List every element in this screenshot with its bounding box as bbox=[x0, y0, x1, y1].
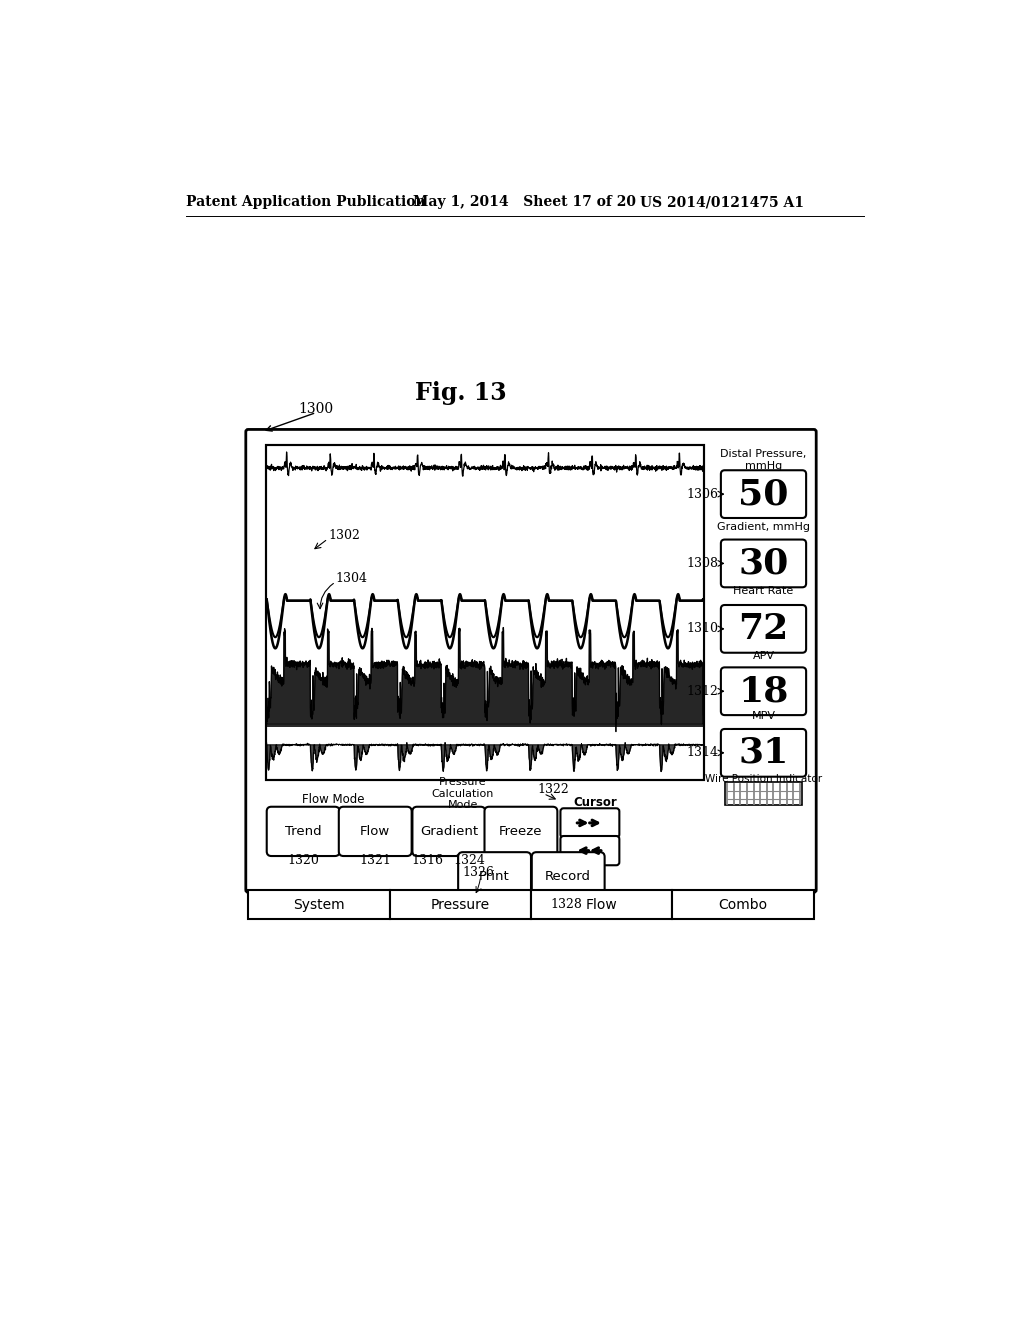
Text: 1322: 1322 bbox=[538, 783, 569, 796]
Text: Wire Position Indicator: Wire Position Indicator bbox=[705, 775, 822, 784]
FancyBboxPatch shape bbox=[721, 729, 806, 776]
Text: US 2014/0121475 A1: US 2014/0121475 A1 bbox=[640, 195, 804, 210]
Bar bbox=[248, 890, 389, 919]
Text: Fig. 13: Fig. 13 bbox=[416, 381, 507, 405]
Text: MPV: MPV bbox=[752, 711, 775, 721]
Text: 1310: 1310 bbox=[686, 622, 719, 635]
Text: 18: 18 bbox=[738, 675, 788, 709]
Bar bbox=[266, 445, 703, 780]
Text: 1328: 1328 bbox=[550, 898, 583, 911]
Bar bbox=[531, 890, 673, 919]
Text: 1326: 1326 bbox=[463, 866, 495, 879]
Text: 1320: 1320 bbox=[287, 854, 319, 867]
Text: 1308: 1308 bbox=[686, 557, 719, 570]
Bar bbox=[725, 781, 802, 805]
FancyBboxPatch shape bbox=[721, 668, 806, 715]
Bar bbox=[389, 890, 531, 919]
Text: 1312: 1312 bbox=[687, 685, 719, 698]
Text: APV: APV bbox=[753, 651, 774, 661]
Text: 1316: 1316 bbox=[412, 854, 444, 867]
FancyBboxPatch shape bbox=[413, 807, 485, 857]
Text: Print: Print bbox=[479, 870, 510, 883]
FancyBboxPatch shape bbox=[560, 836, 620, 866]
FancyBboxPatch shape bbox=[721, 605, 806, 653]
FancyBboxPatch shape bbox=[721, 540, 806, 587]
Text: Pressure
Calculation
Mode: Pressure Calculation Mode bbox=[431, 777, 494, 810]
Text: Cursor: Cursor bbox=[573, 796, 617, 809]
FancyBboxPatch shape bbox=[246, 429, 816, 892]
Text: 72: 72 bbox=[738, 612, 788, 645]
FancyBboxPatch shape bbox=[560, 808, 620, 838]
Text: Gradient: Gradient bbox=[420, 825, 478, 838]
Bar bbox=[673, 890, 814, 919]
Text: 30: 30 bbox=[738, 546, 788, 581]
Text: 31: 31 bbox=[738, 735, 788, 770]
FancyBboxPatch shape bbox=[458, 853, 531, 902]
FancyBboxPatch shape bbox=[339, 807, 412, 857]
FancyBboxPatch shape bbox=[266, 807, 340, 857]
Text: May 1, 2014   Sheet 17 of 20: May 1, 2014 Sheet 17 of 20 bbox=[414, 195, 636, 210]
Text: 1321: 1321 bbox=[359, 854, 391, 867]
Text: System: System bbox=[293, 898, 345, 912]
Text: 1324: 1324 bbox=[453, 854, 485, 867]
Text: Pressure: Pressure bbox=[431, 898, 489, 912]
Text: 1302: 1302 bbox=[328, 529, 359, 543]
Text: Freeze: Freeze bbox=[499, 825, 543, 838]
FancyBboxPatch shape bbox=[721, 470, 806, 517]
Bar bbox=[266, 445, 703, 780]
Text: Record: Record bbox=[545, 870, 591, 883]
Text: Flow: Flow bbox=[586, 898, 617, 912]
Text: Flow: Flow bbox=[360, 825, 390, 838]
Text: 1306: 1306 bbox=[686, 487, 719, 500]
Text: Gradient, mmHg: Gradient, mmHg bbox=[717, 521, 810, 532]
Text: 1300: 1300 bbox=[299, 401, 334, 416]
Text: Patent Application Publication: Patent Application Publication bbox=[186, 195, 426, 210]
Text: Heart Rate: Heart Rate bbox=[733, 586, 794, 595]
Text: Trend: Trend bbox=[285, 825, 322, 838]
Text: 50: 50 bbox=[738, 477, 788, 511]
Text: 1314: 1314 bbox=[686, 746, 719, 759]
Text: Distal Pressure,
mmHg: Distal Pressure, mmHg bbox=[720, 449, 807, 471]
FancyBboxPatch shape bbox=[484, 807, 557, 857]
Text: 1304: 1304 bbox=[336, 572, 368, 585]
Text: Flow Mode: Flow Mode bbox=[302, 792, 365, 805]
Text: Combo: Combo bbox=[719, 898, 768, 912]
FancyBboxPatch shape bbox=[531, 853, 604, 902]
